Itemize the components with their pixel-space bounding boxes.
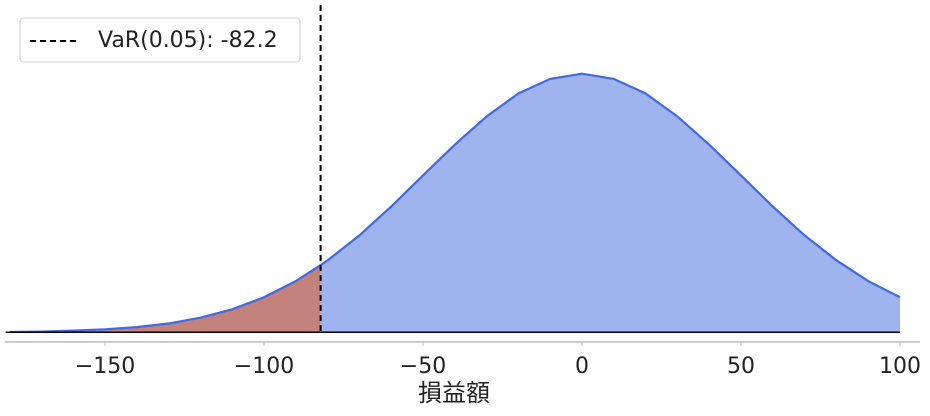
tail-area xyxy=(9,265,321,333)
x-tick-label: 0 xyxy=(575,354,589,379)
x-axis-label: 損益額 xyxy=(418,379,490,407)
legend-label: VaR(0.05): -82.2 xyxy=(98,28,278,53)
x-tick-label: −50 xyxy=(400,354,446,379)
x-tick-label: 100 xyxy=(879,354,921,379)
legend-box xyxy=(19,17,301,63)
x-tick-label: −150 xyxy=(75,354,135,379)
density-area xyxy=(320,73,900,333)
x-tick-label: −100 xyxy=(234,354,294,379)
density-line xyxy=(9,72,901,334)
x-tick-label: 50 xyxy=(727,354,755,379)
